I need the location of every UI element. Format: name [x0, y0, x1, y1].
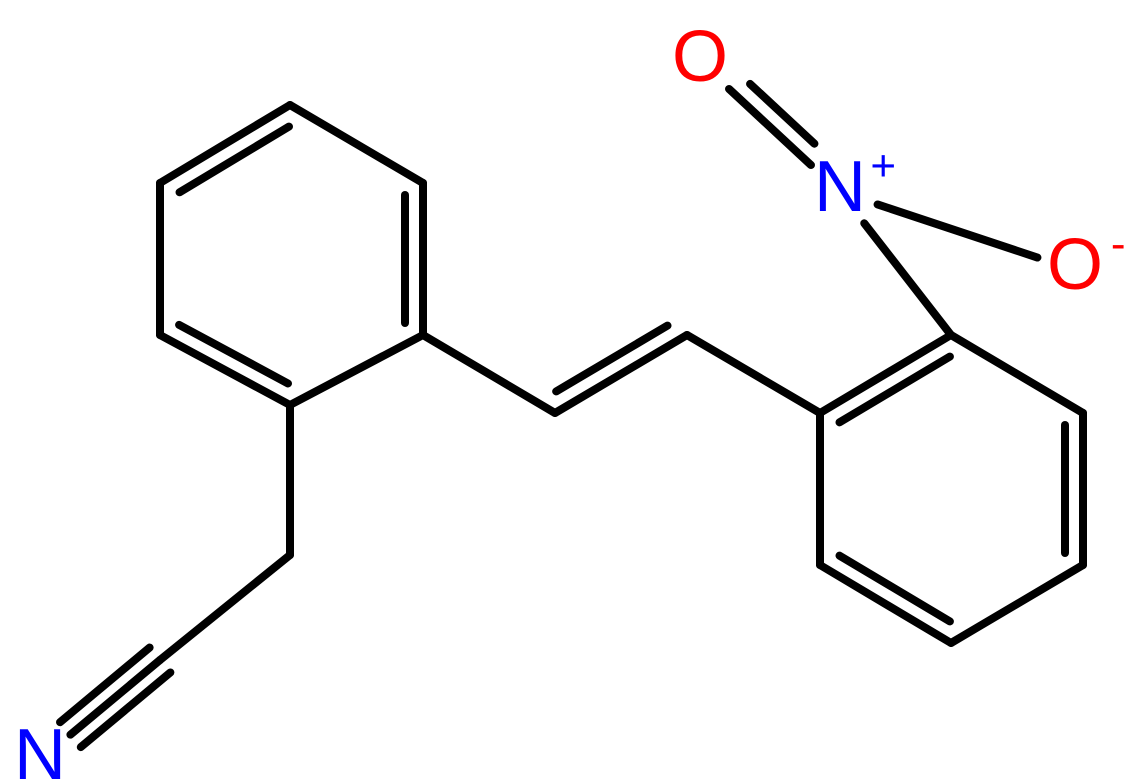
- bond: [290, 335, 423, 405]
- bond: [290, 105, 423, 183]
- bond: [820, 335, 951, 413]
- atom-N_nitrile: N: [14, 715, 66, 779]
- atom-O_neg: O: [1047, 225, 1103, 305]
- charge-N_nitro: +: [870, 142, 896, 191]
- bond: [160, 105, 290, 183]
- bond: [864, 223, 951, 335]
- bond: [820, 565, 951, 643]
- charge-O_neg: -: [1111, 220, 1126, 269]
- bond: [687, 335, 820, 413]
- bond: [160, 555, 290, 660]
- bond: [951, 335, 1083, 413]
- bond: [878, 204, 1038, 257]
- bond: [555, 335, 687, 413]
- molecule-diagram: NN+OO-: [0, 0, 1131, 779]
- bond: [951, 565, 1083, 643]
- atom-O_dbl: O: [672, 17, 728, 97]
- atom-N_nitro: N: [814, 147, 866, 227]
- bond: [423, 335, 555, 413]
